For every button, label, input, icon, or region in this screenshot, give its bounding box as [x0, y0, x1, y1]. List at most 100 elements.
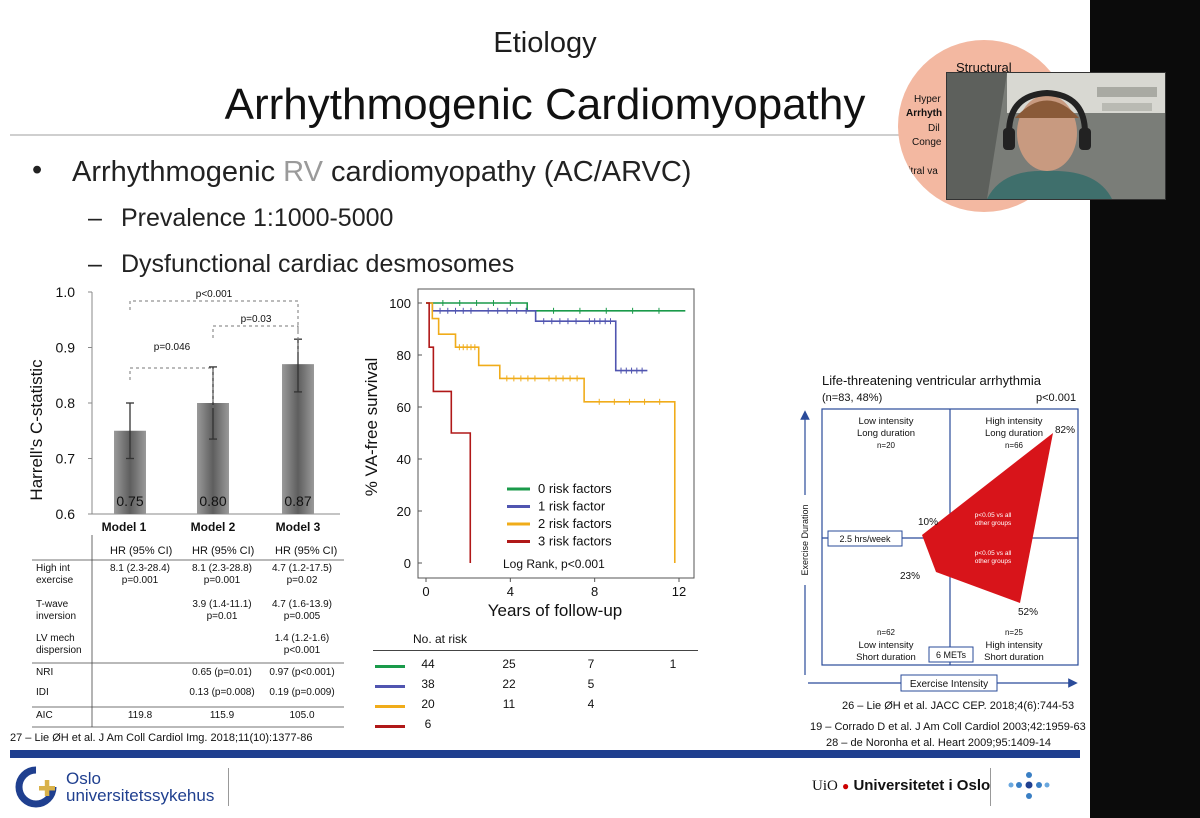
km-legend-label-2: 2 risk factors	[538, 516, 612, 531]
bracket-m1-m2	[129, 367, 214, 408]
bar-category-1: Model 1	[102, 520, 147, 534]
comparison-p-m1-m3: p<0.001	[196, 289, 233, 300]
km-ytick-label: 40	[397, 452, 411, 467]
sub-bullet-desmosomes: Dysfunctional cardiac desmosomes	[121, 250, 515, 278]
km-ytick-label: 20	[397, 504, 411, 519]
hr-row-label: High int exercise	[36, 563, 74, 586]
hr-cell: 119.8	[127, 710, 153, 721]
uio-logo: UiO ● Universitetet i Oslo	[812, 777, 990, 795]
km-legend-label-1: 1 risk factor	[538, 499, 606, 514]
km-ytick-label: 100	[389, 296, 411, 311]
hr-row-label: AIC	[36, 710, 53, 721]
bar-category-3: Model 3	[276, 520, 321, 534]
km-xtick-label: 4	[507, 584, 514, 599]
hr-cell: 4.7 (1.6-13.9) p=0.005	[271, 599, 333, 622]
sub-dash-2: –	[88, 250, 102, 278]
bracket-m2-m3	[212, 325, 299, 353]
threshold-duration-box	[827, 530, 903, 547]
km-legend-label-3: 3 risk factors	[538, 534, 612, 549]
quad-title: Life-threatening ventricular arrhythmia	[822, 373, 1041, 388]
at-risk-value: 25	[502, 657, 516, 671]
quad-yaxis-label: Exercise Duration	[800, 504, 810, 575]
bar-value-label-2: 0.80	[199, 493, 226, 509]
oslo-hospital-name: Oslo universitetssykehus	[66, 770, 214, 804]
at-risk-value: 44	[421, 657, 435, 671]
hr-table-lines	[32, 535, 344, 728]
circle-label-conge: Conge	[912, 137, 942, 148]
circle-label-dil: Dil	[928, 123, 940, 134]
km-xtick-label: 0	[422, 584, 429, 599]
at-risk-divider	[373, 650, 698, 651]
km-plot-frame	[417, 288, 695, 579]
q-tl-n: n=20	[877, 441, 896, 450]
at-risk-swatch	[375, 725, 405, 728]
presenter-video-icon	[947, 73, 1165, 199]
at-risk-value: 4	[587, 697, 595, 711]
at-risk-table: No. at risk 44 25 7 1 38 22 5 20 11 4 6	[373, 630, 698, 740]
hr-header-m3: HR (95% CI)	[275, 545, 338, 557]
hr-cell: 115.9	[209, 710, 235, 721]
q-br-line1: High intensity	[985, 640, 1042, 651]
inner-label-2a: p<0.05 vs all	[975, 550, 1012, 557]
km-series-line-0	[426, 302, 686, 312]
risk-polygon	[922, 433, 1053, 603]
slide: Etiology Arrhythmogenic Cardiomyopathy •…	[0, 0, 1090, 818]
bar-ytick-label: 0.8	[56, 395, 76, 411]
hr-cell: 4.7 (1.2-17.5) p=0.02	[271, 563, 333, 586]
bullet-main: Arrhythmogenic RV cardiomyopathy (AC/ARV…	[72, 156, 691, 189]
threshold-duration: 2.5 hrs/week	[839, 534, 891, 544]
sub-dash-1: –	[88, 204, 102, 232]
uio-prefix: UiO	[812, 778, 838, 794]
at-risk-value: 11	[502, 697, 516, 711]
oslo-name-line1: Oslo	[66, 769, 101, 788]
q-tr-line2: Long duration	[985, 428, 1043, 439]
km-survival-chart: % VA-free survival 100 80 60 40 20 00 4 8 12 0 r…	[362, 288, 695, 620]
hr-header-m2: HR (95% CI)	[192, 545, 255, 557]
pct-10: 10%	[918, 517, 938, 528]
hr-cell: 8.1 (2.3-28.8) p=0.001	[191, 563, 253, 586]
km-log-rank: Log Rank, p<0.001	[503, 557, 605, 571]
hr-row-label: LV mech dispersion	[36, 633, 82, 656]
bar-value-label-3: 0.87	[284, 493, 311, 509]
bar-ytick-label: 0.6	[56, 506, 76, 522]
webcam-video-tile[interactable]	[946, 72, 1166, 200]
km-series-line-3	[426, 302, 472, 563]
q-bl-n: n=62	[877, 628, 896, 637]
circle-label-mitral: Mitral va	[900, 166, 938, 177]
hr-cell: 0.13 (p=0.008)	[189, 687, 255, 698]
threshold-intensity: 6 METs	[936, 650, 967, 660]
circle-label-structural: Structural	[956, 60, 1012, 75]
km-series-line-2	[426, 302, 676, 563]
at-risk-value: 20	[421, 697, 435, 711]
bullet-dot: •	[32, 154, 43, 186]
bar-category-2: Model 2	[191, 520, 236, 534]
bar-ytick-label: 1.0	[56, 284, 76, 300]
hr-cell: 0.19 (p=0.009)	[269, 687, 335, 698]
hr-cell: 8.1 (2.3-28.4) p=0.001	[109, 563, 171, 586]
citation-28: 28 – de Noronha et al. Heart 2009;95:140…	[826, 737, 1052, 749]
bullet-text-pre: Arrhythmogenic	[72, 156, 284, 188]
oslo-name-line2: universitetssykehus	[66, 786, 215, 805]
bar-ytick-label: 0.7	[56, 451, 76, 467]
q-tr-n: n=66	[1005, 441, 1024, 450]
km-xlabel: Years of follow-up	[488, 601, 623, 620]
q-tl-line1: Low intensity	[859, 416, 914, 427]
quad-subtitle-n: (n=83, 48%)	[822, 392, 883, 404]
at-risk-title: No. at risk	[413, 632, 468, 646]
q-tl-line2: Long duration	[857, 428, 915, 439]
sub-bullet-prevalence: Prevalence 1:1000-5000	[121, 204, 394, 232]
q-tr-line1: High intensity	[985, 416, 1042, 427]
bullet-text-post: cardiomyopathy (AC/ARVC)	[322, 156, 692, 188]
q-br-n: n=25	[1005, 628, 1024, 637]
bullet-text-rv: RV	[283, 156, 323, 188]
q-bl-line2: Short duration	[856, 652, 916, 663]
hr-header-m1: HR (95% CI)	[110, 545, 173, 557]
at-risk-swatch	[375, 665, 405, 668]
hr-cell: 0.97 (p<0.001)	[269, 667, 335, 678]
uio-seal-icon: ●	[842, 779, 850, 793]
bar-value-label-1: 0.75	[116, 493, 143, 509]
q-br-line2: Short duration	[984, 652, 1044, 663]
km-ytick-label: 60	[397, 400, 411, 415]
km-series-line-1	[426, 302, 648, 372]
bar-ylabel: Harrell's C-statistic	[27, 359, 46, 501]
